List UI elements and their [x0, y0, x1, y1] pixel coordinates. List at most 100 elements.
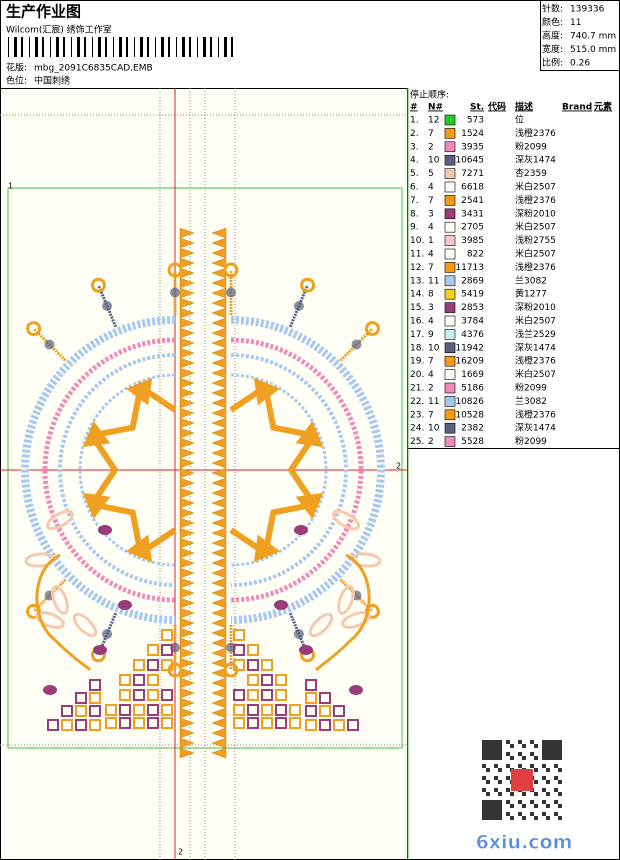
qr-cell	[550, 748, 554, 752]
row-index: 25.	[410, 437, 424, 447]
stitch-count: 1669	[461, 370, 484, 380]
row-index: 8.	[410, 209, 419, 219]
qr-cell	[482, 812, 486, 816]
description: 米白2507	[515, 221, 556, 233]
qr-cell	[490, 816, 494, 820]
bar	[77, 37, 80, 57]
stat-value: 139336	[570, 5, 605, 15]
square	[247, 717, 259, 729]
triangle	[125, 377, 153, 406]
qr-cell	[506, 764, 510, 768]
qr-cell	[558, 752, 562, 756]
qr-cell	[558, 780, 562, 784]
bar	[98, 37, 101, 57]
stitch-count: 3784	[461, 317, 484, 327]
description: 深粉2010	[515, 207, 556, 219]
stitch-count: 2382	[461, 424, 484, 434]
color-swatch	[444, 181, 456, 193]
square	[275, 704, 287, 716]
bar	[140, 37, 143, 57]
needle: 3	[428, 209, 434, 219]
leaf	[46, 509, 74, 531]
title: 生产作业图	[6, 3, 81, 21]
square	[161, 644, 173, 656]
qr-cell	[546, 740, 550, 744]
stitch-count: 3431	[461, 209, 484, 219]
needle: 3	[428, 303, 434, 313]
qr-cell	[482, 800, 486, 804]
qr-cell	[518, 800, 522, 804]
description: 兰3082	[515, 395, 547, 407]
square	[105, 704, 117, 716]
description: 浅兰2529	[515, 328, 556, 340]
qr-cell	[522, 792, 526, 796]
needle: 10	[428, 343, 440, 353]
triangle	[125, 534, 153, 563]
needle: 7	[428, 410, 434, 420]
square	[233, 629, 245, 641]
qr-cell	[482, 804, 486, 808]
qr-cell	[490, 748, 494, 752]
leaf	[337, 585, 355, 615]
butterfly	[299, 645, 313, 655]
qr-cell	[486, 768, 490, 772]
needle: 12	[428, 116, 439, 126]
square	[261, 717, 273, 729]
square	[133, 689, 145, 701]
qr-cell	[542, 812, 546, 816]
qr-cell	[506, 752, 510, 756]
stop-title: 停止顺序:	[410, 89, 449, 101]
square	[161, 717, 173, 729]
description: 米白2507	[515, 368, 556, 380]
qr-cell	[482, 764, 486, 768]
qr-cell	[510, 816, 514, 820]
qr-cell	[482, 744, 486, 748]
marker: 2	[396, 462, 401, 471]
color-swatch	[444, 221, 456, 233]
flower	[300, 277, 316, 293]
qr-cell	[534, 780, 538, 784]
stitch-count: 5528	[461, 437, 484, 447]
bar	[42, 37, 44, 57]
qr-cell	[494, 740, 498, 744]
description: 粉2099	[515, 435, 547, 447]
description: 深灰1474	[515, 154, 556, 166]
needle: 4	[428, 183, 434, 193]
color-swatch	[444, 369, 456, 380]
color-swatch	[444, 154, 456, 166]
qr-cell	[550, 752, 554, 756]
qr-cell	[546, 792, 550, 796]
triangle	[253, 534, 281, 563]
square	[161, 704, 173, 716]
qr-cell	[558, 768, 562, 772]
bar	[119, 37, 122, 57]
qr-code	[482, 740, 562, 820]
qr-cell	[494, 808, 498, 812]
triangle	[253, 377, 281, 406]
watermark: 6xiu.com	[476, 832, 573, 854]
square	[119, 689, 131, 701]
qr-cell	[482, 788, 486, 792]
square	[89, 679, 101, 691]
stitch-count: 573	[467, 116, 484, 126]
arc	[230, 337, 364, 603]
bar	[161, 37, 164, 57]
stitch-count: 2541	[461, 196, 484, 206]
needle: 7	[428, 196, 434, 206]
qr-cell	[498, 792, 502, 796]
bar	[197, 37, 198, 57]
stitch-count: 10528	[455, 410, 484, 420]
color-swatch	[444, 302, 456, 313]
design-label: 花版:	[6, 62, 27, 74]
needle: 11	[428, 397, 439, 407]
qr-cell	[534, 756, 538, 760]
needle: 2	[428, 384, 434, 394]
flower-centre	[102, 628, 113, 639]
square	[105, 717, 117, 729]
qr-cell	[486, 744, 490, 748]
color-swatch	[444, 329, 456, 340]
qr-cell	[554, 744, 558, 748]
canvas	[0, 88, 408, 860]
qr-cell	[530, 812, 534, 816]
qr-cell	[550, 740, 554, 744]
